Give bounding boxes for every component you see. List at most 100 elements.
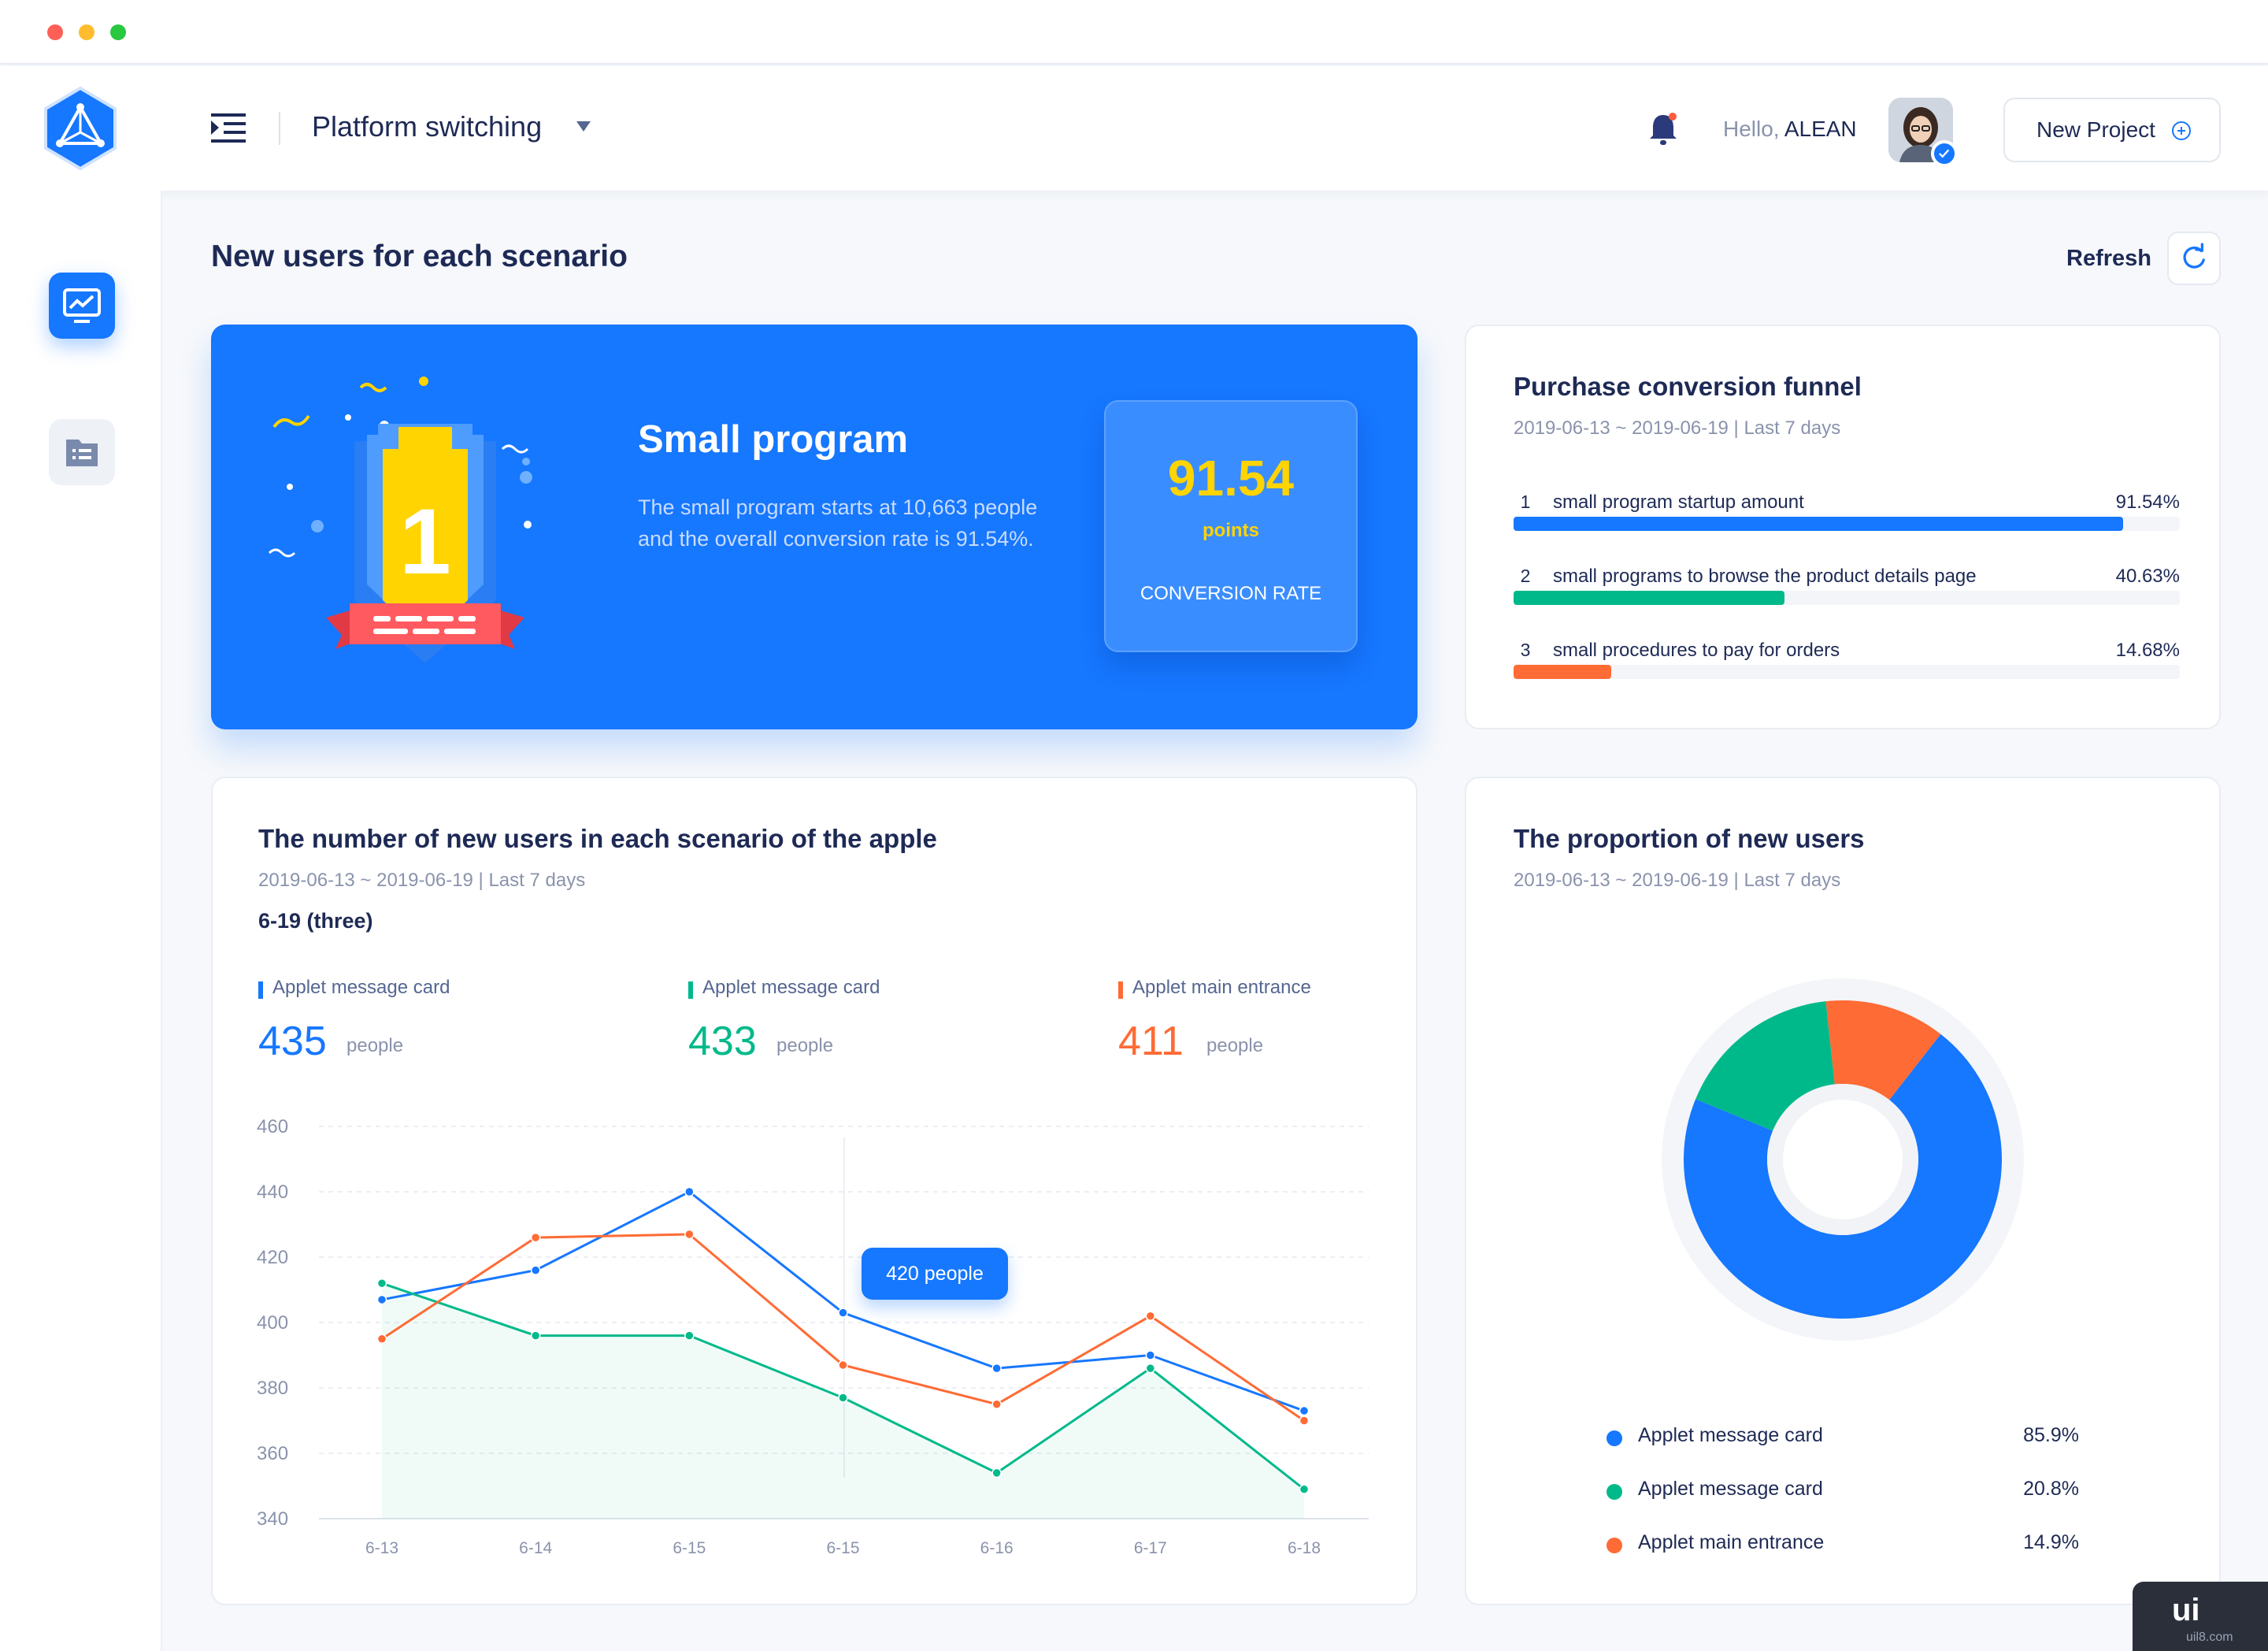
- series-color-marker: [1118, 981, 1123, 999]
- funnel-step-label: small program startup amount: [1553, 492, 1804, 513]
- series-total: 411: [1118, 1018, 1184, 1064]
- series-point[interactable]: [684, 1186, 695, 1197]
- donut-slice[interactable]: [1825, 1000, 1941, 1100]
- series-color-marker: [688, 981, 693, 999]
- x-tick-label: 6-13: [365, 1539, 398, 1557]
- series-point[interactable]: [991, 1399, 1002, 1409]
- donut-center: [1783, 1100, 1903, 1219]
- pie-legend-value: 14.9%: [2023, 1531, 2079, 1553]
- top-header: Platform switching Hello, ALEAN New Proj…: [0, 66, 2268, 191]
- sidebar: [0, 191, 162, 1651]
- watermark: ui uil8.com: [2133, 1582, 2268, 1651]
- y-tick-label: 380: [257, 1378, 288, 1399]
- series-total: 433: [688, 1018, 757, 1064]
- funnel-progress-fill: [1514, 517, 2124, 531]
- greeting: Hello, ALEAN: [1723, 117, 1857, 142]
- x-tick-label: 6-17: [1134, 1539, 1167, 1557]
- x-tick-label: 6-15: [826, 1539, 859, 1557]
- donut-slice[interactable]: [1695, 1001, 1835, 1131]
- series-point[interactable]: [376, 1278, 387, 1289]
- funnel-step-label: small procedures to pay for orders: [1553, 640, 1840, 661]
- x-tick-label: 6-18: [1288, 1539, 1321, 1557]
- series-name: Applet main entrance: [1132, 977, 1311, 998]
- series-point[interactable]: [1299, 1415, 1310, 1426]
- series-point[interactable]: [530, 1232, 541, 1243]
- pie-legend-value: 85.9%: [2023, 1424, 2079, 1446]
- series-point[interactable]: [684, 1330, 695, 1341]
- sidebar-item-analytics[interactable]: [49, 273, 115, 339]
- verified-check-icon: [1931, 140, 1958, 167]
- plus-circle-icon: [2172, 121, 2191, 140]
- maximize-window-button[interactable]: [110, 24, 126, 40]
- series-point[interactable]: [530, 1330, 541, 1341]
- series-point[interactable]: [530, 1265, 541, 1275]
- minimize-window-button[interactable]: [79, 24, 94, 40]
- menu-toggle-icon[interactable]: [209, 109, 247, 147]
- funnel-step-label: small programs to browse the product det…: [1553, 566, 1977, 587]
- series-point[interactable]: [1145, 1311, 1156, 1321]
- funnel-step-percent: 14.68%: [2115, 640, 2180, 661]
- series-total: 435: [258, 1018, 327, 1064]
- pie-legend-name: Applet main entrance: [1638, 1531, 1825, 1553]
- watermark-sub: uil8.com: [2186, 1631, 2233, 1644]
- funnel-progress-fill: [1514, 591, 1784, 605]
- funnel-progress-track: [1514, 591, 2180, 605]
- series-name: Applet message card: [272, 977, 450, 998]
- notification-bell-icon[interactable]: [1646, 110, 1681, 147]
- funnel-progress-track: [1514, 665, 2180, 679]
- pie-legend-name: Applet message card: [1638, 1478, 1823, 1500]
- pie-legend-item[interactable]: Applet message card 85.9%: [1606, 1423, 2079, 1454]
- funnel-step-percent: 40.63%: [2115, 566, 2180, 587]
- platform-switcher[interactable]: Platform switching: [312, 110, 543, 143]
- avatar[interactable]: [1888, 98, 1953, 162]
- pie-legend-item[interactable]: Applet message card 20.8%: [1606, 1476, 2079, 1508]
- refresh-button[interactable]: [2167, 232, 2221, 285]
- trend-chart-icon: [63, 288, 101, 323]
- funnel-step-number: 1: [1520, 492, 1531, 512]
- app-logo-icon[interactable]: [41, 85, 120, 172]
- new-project-button[interactable]: New Project: [2003, 98, 2221, 162]
- chevron-down-icon[interactable]: [576, 121, 591, 132]
- folder-list-icon: [66, 440, 98, 466]
- series-point[interactable]: [838, 1360, 848, 1371]
- y-tick-label: 360: [257, 1443, 288, 1464]
- funnel-step-number: 2: [1520, 566, 1531, 586]
- funnel-row: 2 small programs to browse the product de…: [1514, 566, 2180, 636]
- series-name: Applet message card: [702, 977, 880, 998]
- y-tick-label: 400: [257, 1312, 288, 1334]
- donut-slice[interactable]: [1683, 1033, 2002, 1319]
- pie-chart-subtitle: 2019-06-13 ~ 2019-06-19 | Last 7 days: [1514, 870, 1841, 891]
- series-point[interactable]: [991, 1467, 1002, 1478]
- y-tick-label: 440: [257, 1182, 288, 1203]
- y-tick-label: 340: [257, 1508, 288, 1530]
- series-point[interactable]: [1299, 1405, 1310, 1416]
- funnel-progress-track: [1514, 517, 2180, 531]
- hero-title: Small program: [638, 418, 909, 461]
- series-point[interactable]: [1299, 1484, 1310, 1494]
- legend-dot: [1606, 1484, 1622, 1500]
- refresh-label[interactable]: Refresh: [2066, 246, 2151, 271]
- line-chart-title: The number of new users in each scenario…: [258, 824, 937, 853]
- funnel-row: 1 small program startup amount 91.54%: [1514, 492, 2180, 562]
- greeting-prefix: Hello,: [1723, 117, 1780, 141]
- series-point[interactable]: [838, 1308, 848, 1318]
- series-point[interactable]: [684, 1229, 695, 1240]
- close-window-button[interactable]: [47, 24, 63, 40]
- header-divider: [279, 112, 280, 145]
- series-unit: people: [1206, 1035, 1264, 1056]
- small-program-card: 1 Small program The small program starts…: [211, 325, 1418, 729]
- pie-legend-item[interactable]: Applet main entrance 14.9%: [1606, 1530, 2079, 1561]
- series-color-marker: [258, 981, 263, 999]
- line-chart-card: The number of new users in each scenario…: [211, 777, 1418, 1605]
- series-point[interactable]: [1145, 1363, 1156, 1374]
- series-point[interactable]: [376, 1334, 387, 1344]
- series-point[interactable]: [991, 1363, 1002, 1374]
- conversion-score-box: 91.54 points CONVERSION RATE: [1104, 400, 1358, 652]
- watermark-text: ui: [2172, 1593, 2200, 1627]
- series-point[interactable]: [376, 1294, 387, 1305]
- series-point[interactable]: [1145, 1350, 1156, 1360]
- series-point[interactable]: [838, 1393, 848, 1403]
- sidebar-item-documents[interactable]: [49, 419, 115, 485]
- funnel-row: 3 small procedures to pay for orders 14.68…: [1514, 640, 2180, 710]
- chart-tooltip: 420 people: [862, 1248, 1008, 1300]
